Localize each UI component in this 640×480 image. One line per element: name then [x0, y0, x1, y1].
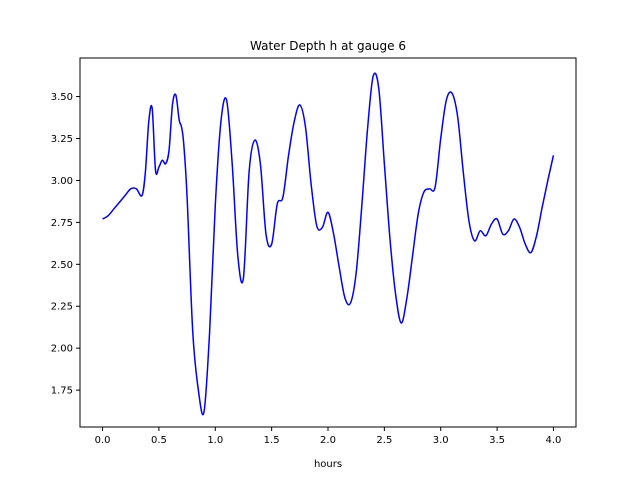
- plot-area-frame: [79, 57, 577, 428]
- x-tick-label: 0.5: [151, 435, 167, 446]
- chart-title: Water Depth h at gauge 6: [250, 39, 406, 53]
- x-tick-label: 2.0: [320, 435, 336, 446]
- x-tick-label: 2.5: [376, 435, 392, 446]
- series-line-0: [102, 72, 555, 416]
- x-tick-label: 1.0: [207, 435, 223, 446]
- y-tick-label: 1.75: [51, 386, 73, 397]
- x-axis-label: hours: [314, 459, 342, 470]
- x-tick-label: 4.0: [546, 435, 562, 446]
- y-axis-ticks: 1.75 2.00 2.25 2.50 2.75 3.00 3.25 3.50: [51, 92, 80, 397]
- y-tick-label: 2.00: [51, 344, 73, 355]
- x-axis-ticks: 0.0 0.5 1.0 1.5 2.0 2.5 3.0 3.5 4.0: [95, 427, 562, 446]
- series-layer: [102, 72, 555, 416]
- y-tick-label: 2.25: [51, 302, 73, 313]
- x-tick-label: 3.5: [489, 435, 505, 446]
- y-tick-label: 3.50: [51, 92, 73, 103]
- y-tick-label: 2.50: [51, 260, 73, 271]
- x-tick-label: 1.5: [264, 435, 280, 446]
- y-tick-label: 3.00: [51, 176, 73, 187]
- y-tick-label: 2.75: [51, 218, 73, 229]
- x-tick-label: 0.0: [95, 435, 111, 446]
- y-tick-label: 3.25: [51, 134, 73, 145]
- x-tick-label: 3.0: [433, 435, 449, 446]
